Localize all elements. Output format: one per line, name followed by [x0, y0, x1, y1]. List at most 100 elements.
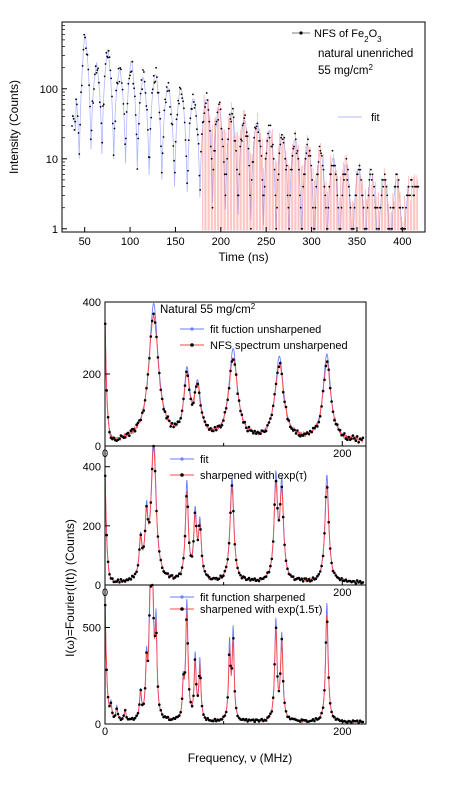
data-point — [148, 614, 151, 617]
data-point — [128, 77, 131, 80]
y-tick-label: 500 — [83, 622, 101, 634]
data-point — [219, 108, 222, 111]
data-point — [321, 389, 325, 393]
data-point — [172, 145, 175, 147]
data-point — [143, 399, 147, 402]
data-point — [220, 127, 223, 130]
data-line — [104, 584, 364, 724]
x-tick-label: 200 — [333, 587, 351, 599]
data-point — [374, 206, 377, 209]
data-point — [223, 173, 226, 176]
data-point — [227, 386, 231, 390]
data-point — [313, 719, 316, 723]
data-point — [413, 194, 416, 197]
legend-data-swatch-dot — [180, 473, 184, 477]
data-point — [169, 106, 171, 108]
data-point — [280, 372, 284, 376]
data-point — [89, 105, 91, 108]
data-point — [200, 133, 203, 136]
legend-data-label: NFS of Fe2O3 — [314, 28, 382, 44]
data-point — [105, 668, 108, 672]
x-tick-label: 400 — [393, 236, 411, 248]
y-tick-label: 1 — [52, 224, 58, 236]
fit-noise-spikes — [202, 95, 418, 231]
data-point — [227, 127, 230, 130]
data-point — [291, 575, 295, 578]
data-point — [328, 702, 332, 705]
data-point — [352, 227, 355, 230]
annotation-natural-density: Natural 55 mg/cm2 — [160, 302, 256, 317]
data-point — [182, 556, 185, 560]
data-point — [113, 127, 116, 130]
data-point — [196, 128, 198, 131]
data-point — [389, 206, 392, 209]
data-point — [327, 676, 331, 679]
data-point — [391, 227, 393, 230]
data-point — [396, 173, 398, 176]
data-point — [195, 385, 198, 388]
data-point — [102, 105, 104, 107]
y-tick-label: 0 — [95, 441, 101, 453]
data-point — [281, 138, 284, 141]
data-point — [316, 425, 319, 428]
data-point — [170, 574, 174, 577]
data-point — [264, 719, 268, 722]
data-point — [321, 155, 323, 157]
data-point — [77, 132, 80, 134]
data-point — [183, 384, 187, 387]
data-point — [273, 168, 276, 171]
data-point — [233, 363, 237, 366]
data-point — [123, 113, 126, 115]
data-point — [304, 577, 308, 580]
data-point — [139, 418, 143, 422]
data-point — [185, 618, 188, 621]
data-point — [226, 696, 229, 699]
data-point — [186, 374, 190, 378]
data-point — [102, 103, 105, 106]
data-point — [328, 185, 331, 188]
data-point — [371, 173, 374, 176]
data-point — [358, 579, 362, 583]
data-point — [156, 535, 160, 538]
data-point — [229, 511, 232, 514]
data-point — [182, 100, 185, 103]
data-point — [75, 98, 77, 101]
data-point — [327, 520, 331, 524]
data-point — [285, 168, 287, 171]
data-point — [324, 364, 328, 368]
data-point — [131, 60, 134, 63]
legend-data-swatch-dot — [190, 343, 194, 347]
data-point — [287, 206, 290, 209]
data-point — [344, 578, 348, 581]
data-point — [100, 122, 103, 125]
data-point — [141, 411, 144, 415]
data-point — [229, 664, 232, 668]
data-point — [214, 123, 217, 126]
data-point — [106, 695, 110, 699]
data-point — [318, 570, 322, 573]
data-point — [115, 707, 118, 710]
data-point — [237, 571, 241, 575]
data-point — [244, 114, 247, 117]
data-point — [382, 185, 385, 188]
data-point — [139, 92, 142, 95]
data-point — [145, 504, 148, 508]
data-point — [250, 227, 252, 230]
plot-frame — [61, 21, 426, 233]
shared-ylabel: I(ω)=Fourier(I(t)) (Counts) — [63, 519, 77, 657]
data-point — [320, 711, 323, 715]
data-point — [178, 420, 181, 424]
data-point — [245, 131, 248, 134]
data-point — [330, 164, 333, 167]
data-point — [193, 658, 197, 661]
data-point — [103, 75, 106, 78]
data-point — [333, 715, 336, 719]
data-point — [137, 137, 140, 140]
data-point — [243, 420, 247, 424]
data-point — [187, 388, 191, 392]
data-point — [286, 567, 289, 570]
data-point — [243, 576, 247, 579]
data-point — [198, 174, 201, 177]
data-point — [172, 425, 175, 429]
y-tick-label: 400 — [83, 297, 101, 309]
